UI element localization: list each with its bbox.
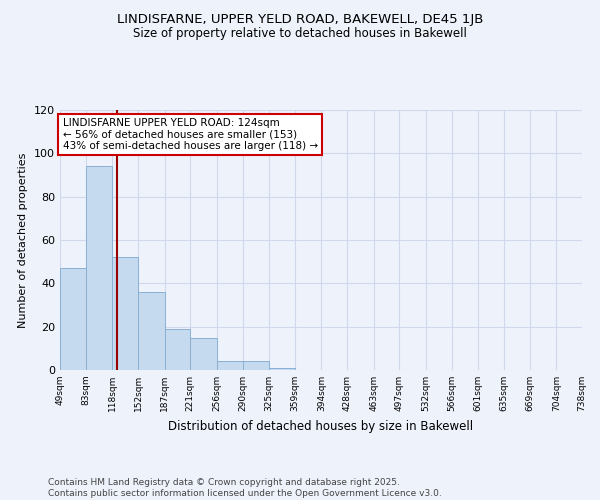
Text: LINDISFARNE, UPPER YELD ROAD, BAKEWELL, DE45 1JB: LINDISFARNE, UPPER YELD ROAD, BAKEWELL, … [117, 12, 483, 26]
Bar [217, 362, 242, 370]
Bar [190, 338, 217, 370]
Bar [86, 166, 112, 370]
Text: Size of property relative to detached houses in Bakewell: Size of property relative to detached ho… [133, 28, 467, 40]
X-axis label: Distribution of detached houses by size in Bakewell: Distribution of detached houses by size … [169, 420, 473, 432]
Text: Contains HM Land Registry data © Crown copyright and database right 2025.
Contai: Contains HM Land Registry data © Crown c… [48, 478, 442, 498]
Bar [60, 268, 86, 370]
Bar [138, 292, 164, 370]
Y-axis label: Number of detached properties: Number of detached properties [19, 152, 28, 328]
Bar [242, 362, 269, 370]
Bar [112, 258, 138, 370]
Bar [164, 329, 190, 370]
Text: LINDISFARNE UPPER YELD ROAD: 124sqm
← 56% of detached houses are smaller (153)
4: LINDISFARNE UPPER YELD ROAD: 124sqm ← 56… [62, 118, 318, 151]
Bar [269, 368, 295, 370]
